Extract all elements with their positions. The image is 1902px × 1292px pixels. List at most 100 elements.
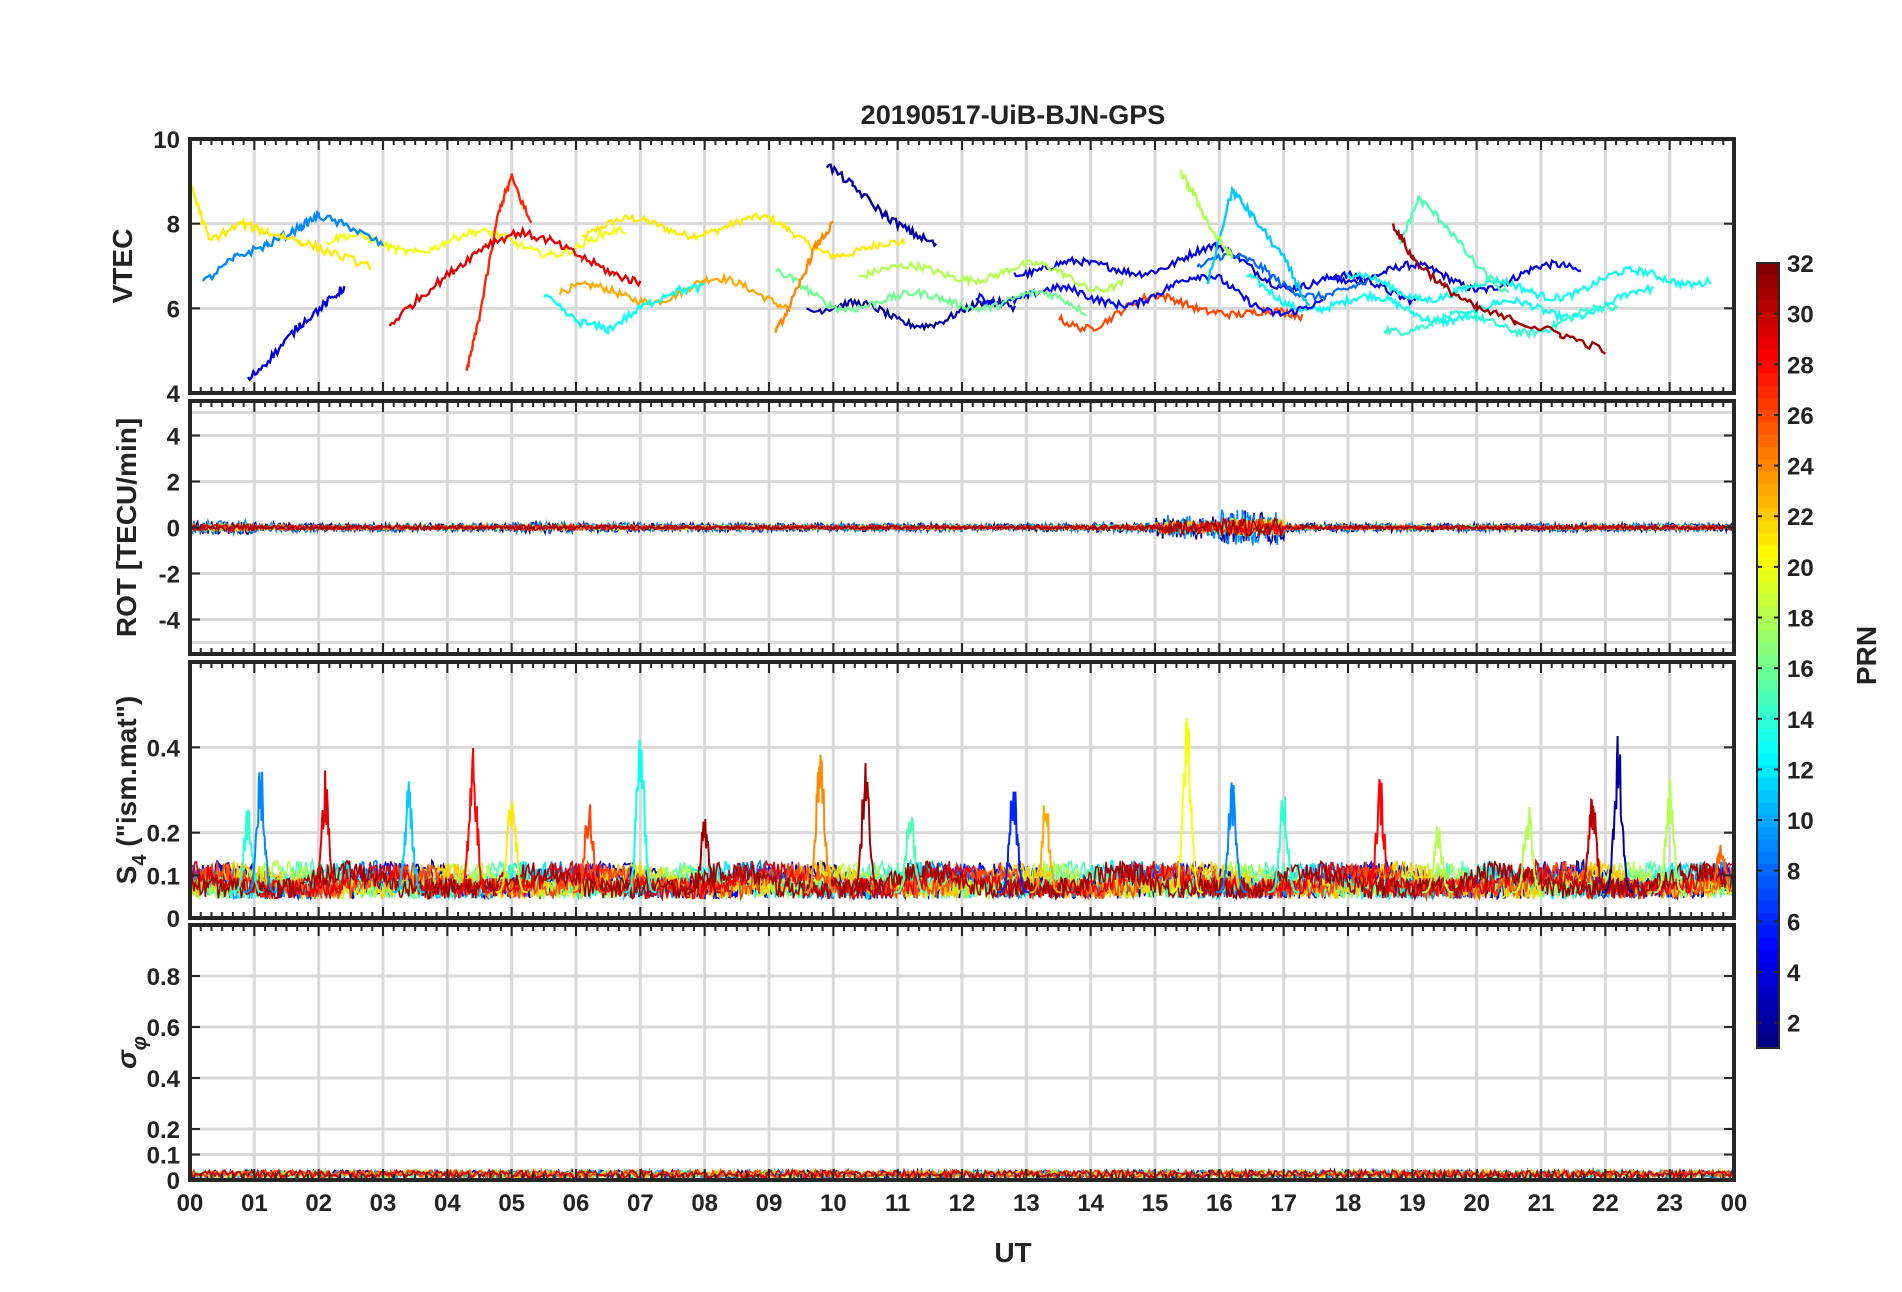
- colorbar-band: [1757, 729, 1779, 742]
- x-tick-label: 13: [1013, 1190, 1040, 1217]
- colorbar-tick-label: 10: [1787, 808, 1814, 835]
- x-tick-label: 16: [1206, 1190, 1233, 1217]
- colorbar-band: [1757, 851, 1779, 865]
- colorbar-band: [1757, 888, 1779, 902]
- colorbar-band: [1757, 581, 1779, 595]
- y-axis-label-subscript: 4: [129, 854, 151, 866]
- s4-spike: [456, 748, 490, 894]
- panel-data-rot: [190, 509, 1734, 546]
- x-tick-label: 11: [885, 1190, 910, 1217]
- y-axis-label: VTEC: [107, 229, 138, 304]
- colorbar-band: [1757, 508, 1779, 522]
- colorbar-band: [1757, 483, 1779, 497]
- x-tick-label: 05: [498, 1190, 525, 1217]
- s4-spike: [244, 771, 277, 894]
- y-axis-label-rest: ("ism.mat"): [111, 696, 142, 855]
- s4-spike: [688, 819, 721, 894]
- vtec-track-prn-18: [858, 259, 1125, 294]
- colorbar-band: [1757, 557, 1779, 571]
- vtec-series-prn-18: [1179, 169, 1234, 259]
- x-tick-label: 21: [1528, 1190, 1555, 1217]
- x-tick-label: 19: [1399, 1190, 1426, 1217]
- x-tick-label: 20: [1463, 1190, 1490, 1217]
- colorbar-tick-label: 16: [1787, 656, 1814, 683]
- x-tick-label: 04: [434, 1190, 461, 1217]
- colorbar-band: [1757, 692, 1779, 706]
- vtec-series-prn-31: [1391, 223, 1606, 355]
- x-tick-label: 17: [1270, 1190, 1297, 1217]
- colorbar-tick-label: 20: [1787, 555, 1814, 582]
- s4-spike: [1029, 805, 1062, 894]
- colorbar-band: [1757, 839, 1779, 853]
- colorbar-tick-label: 26: [1787, 403, 1814, 430]
- x-axis-label: UT: [994, 1237, 1031, 1268]
- y-tick-label: 0: [167, 516, 180, 543]
- colorbar-band: [1757, 986, 1779, 1000]
- colorbar-band: [1757, 802, 1779, 816]
- x-tick-label: 22: [1592, 1190, 1619, 1217]
- s4-spike: [1215, 782, 1248, 894]
- s4-spike: [804, 754, 837, 894]
- s4-spike: [495, 801, 528, 894]
- y-tick-label: 10: [153, 127, 180, 154]
- colorbar-band: [1757, 348, 1779, 362]
- y-tick-label: 0.2: [147, 821, 180, 848]
- vtec-series-prn-15: [1398, 195, 1510, 294]
- colorbar-band: [1757, 765, 1779, 779]
- colorbar-band: [1757, 373, 1779, 387]
- y-axis-label: σφ: [111, 1036, 151, 1069]
- colorbar-band: [1757, 606, 1779, 620]
- x-tick-label: 23: [1656, 1190, 1683, 1217]
- x-tick-label: 00: [177, 1190, 204, 1217]
- colorbar-tick-label: 8: [1787, 859, 1800, 886]
- colorbar-band: [1757, 1011, 1779, 1025]
- s4-spike: [1267, 796, 1300, 894]
- x-tick-label: 06: [563, 1190, 590, 1217]
- s4-spike: [1653, 778, 1686, 894]
- s4-spike: [849, 763, 882, 894]
- colorbar-band: [1757, 827, 1779, 841]
- x-tick-label: 08: [691, 1190, 718, 1217]
- y-tick-label: 4: [167, 381, 181, 408]
- colorbar-tick-label: 12: [1787, 757, 1814, 784]
- colorbar-band: [1757, 925, 1779, 939]
- s4-spike: [1601, 735, 1634, 894]
- y-axis-label: ROT [TECU/min]: [111, 418, 142, 637]
- y-tick-label: 8: [167, 212, 180, 239]
- colorbar-band: [1757, 361, 1779, 374]
- chart-title: 20190517-UiB-BJN-GPS: [861, 100, 1166, 130]
- colorbar-band: [1757, 913, 1779, 926]
- panel-s4: 00.10.20.4S4 ("ism.mat"): [111, 660, 1736, 933]
- vtec-series-prn-21: [190, 179, 372, 271]
- panel-data-s4: [190, 718, 1734, 902]
- x-tick-label: 12: [949, 1190, 976, 1217]
- y-tick-label: 4: [167, 424, 181, 451]
- colorbar-band: [1757, 618, 1779, 632]
- vtec-series-prn-4: [246, 285, 346, 382]
- y-tick-label: 0.4: [147, 735, 181, 762]
- y-tick-label: 0.2: [147, 1117, 180, 1144]
- colorbar-tick-label: 14: [1787, 707, 1814, 734]
- colorbar-tick-label: 30: [1787, 302, 1814, 329]
- vtec-series-prn-27: [465, 173, 533, 371]
- y-axis-label-subscript: φ: [129, 1036, 151, 1050]
- x-tick-label: 07: [627, 1190, 654, 1217]
- rot-series-prn-31: [190, 516, 1734, 539]
- colorbar-tick-label: 2: [1787, 1011, 1800, 1038]
- colorbar-band: [1757, 446, 1779, 460]
- vtec-track-prn-21: [581, 211, 906, 261]
- vtec-series-prn-11: [1206, 185, 1310, 307]
- panel-sigma: 00.10.2 0.4 0.6 0.8 σφ: [111, 923, 1736, 1195]
- x-tick-label: 14: [1077, 1190, 1104, 1217]
- colorbar-band: [1757, 312, 1779, 325]
- vtec-track-prn-4: [1013, 241, 1417, 307]
- colorbar-frame: [1756, 262, 1780, 1049]
- y-tick-label: 0: [167, 1168, 180, 1195]
- y-tick-label: 0: [167, 906, 180, 933]
- s4-spike: [1422, 825, 1454, 894]
- colorbar-band: [1757, 876, 1779, 890]
- colorbar-band: [1757, 434, 1779, 448]
- colorbar-band: [1757, 643, 1779, 657]
- colorbar-band: [1757, 630, 1779, 644]
